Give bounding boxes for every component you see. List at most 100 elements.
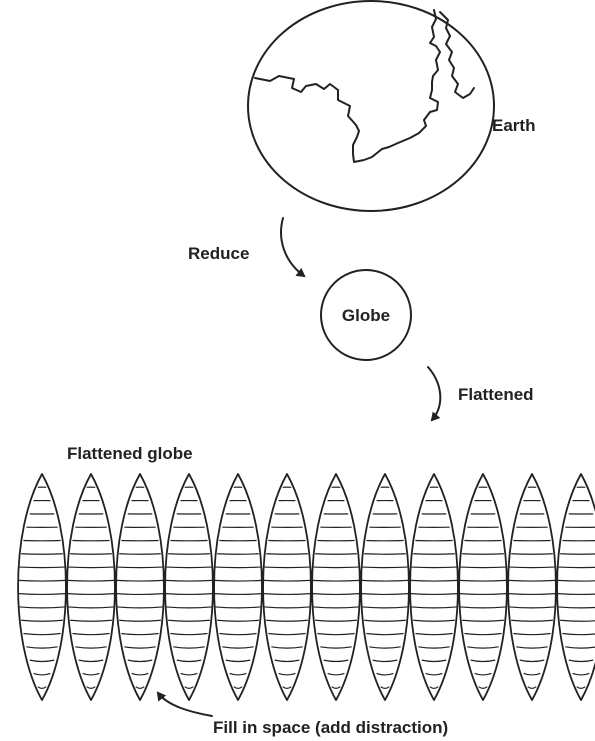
gore-band xyxy=(557,593,595,596)
gore-band xyxy=(124,646,156,649)
gore-outline xyxy=(115,473,165,701)
gore-band xyxy=(266,619,308,622)
gore-band xyxy=(219,632,257,636)
gore-outline xyxy=(213,473,263,701)
gore-band xyxy=(562,632,595,636)
gore-band xyxy=(127,659,153,663)
gore-band xyxy=(26,646,58,649)
gore-band xyxy=(214,579,262,582)
earth-group: Earth xyxy=(247,0,535,212)
globe-group: Globe xyxy=(320,269,412,361)
gore xyxy=(115,473,165,701)
gore-band xyxy=(170,632,208,636)
earth-coastline-main xyxy=(254,9,441,163)
gore-outline xyxy=(556,473,595,701)
gore-band xyxy=(131,672,149,676)
gore xyxy=(262,473,312,701)
gore-band xyxy=(509,606,555,609)
gore xyxy=(213,473,263,701)
reduce-label: Reduce xyxy=(188,244,249,263)
earth-label: Earth xyxy=(492,116,535,135)
gore-outline xyxy=(164,473,214,701)
gore-band xyxy=(558,566,595,569)
gore-band xyxy=(184,686,194,689)
gore-band xyxy=(313,566,359,569)
gore-band xyxy=(372,659,398,663)
gore-band xyxy=(78,659,104,663)
gore-band xyxy=(29,659,55,663)
gore-band xyxy=(425,672,443,676)
gore-band xyxy=(215,606,261,609)
gore-band xyxy=(464,632,502,636)
gore-band xyxy=(421,659,447,663)
gore-band xyxy=(67,593,115,596)
gore-band xyxy=(410,593,458,596)
gore-band xyxy=(516,646,548,649)
gore-band xyxy=(33,672,51,676)
gore-band xyxy=(165,593,213,596)
gore-band xyxy=(19,566,65,569)
gore-band xyxy=(119,619,161,622)
gore-band xyxy=(214,593,262,596)
gore xyxy=(409,473,459,701)
gore-band xyxy=(271,646,303,649)
gore-band xyxy=(264,566,310,569)
earth-circle xyxy=(247,0,495,212)
gore-band xyxy=(323,659,349,663)
gore-band xyxy=(366,632,404,636)
gore-band xyxy=(176,659,202,663)
gore-band xyxy=(229,672,247,676)
gore-band xyxy=(274,659,300,663)
gore-band xyxy=(313,606,359,609)
gore-band xyxy=(166,566,212,569)
gore-band xyxy=(557,579,595,582)
gore-band xyxy=(312,579,360,582)
gore-band xyxy=(413,619,455,622)
gore-band xyxy=(19,606,65,609)
gore-band xyxy=(116,593,164,596)
gore-band xyxy=(23,632,61,636)
gore xyxy=(458,473,508,701)
gore-band xyxy=(116,579,164,582)
gore-band xyxy=(508,579,556,582)
gore-band xyxy=(509,566,555,569)
gore-band xyxy=(135,686,145,689)
gore-band xyxy=(558,606,595,609)
gore-band xyxy=(217,619,259,622)
gore xyxy=(311,473,361,701)
flattened-arrow xyxy=(427,366,442,422)
gore-band xyxy=(317,632,355,636)
gore-outline xyxy=(311,473,361,701)
gore-band xyxy=(264,606,310,609)
flattened-globe-label: Flattened globe xyxy=(67,444,193,463)
gore-band xyxy=(215,566,261,569)
gore-band xyxy=(72,632,110,636)
gore-band xyxy=(18,579,66,582)
gore-band xyxy=(263,593,311,596)
gore-band xyxy=(225,659,251,663)
gore-outline xyxy=(66,473,116,701)
gore-band xyxy=(361,579,409,582)
gore-band xyxy=(527,686,537,689)
gore xyxy=(17,473,67,701)
gore-band xyxy=(467,646,499,649)
gore-band xyxy=(565,646,595,649)
gore xyxy=(360,473,410,701)
gore-outline xyxy=(409,473,459,701)
gore-band xyxy=(282,686,292,689)
flattened-label: Flattened xyxy=(458,385,534,404)
gore-band xyxy=(75,646,107,649)
gore-band xyxy=(320,646,352,649)
gore-band xyxy=(568,659,594,663)
gore-band xyxy=(331,686,341,689)
gore-band xyxy=(166,606,212,609)
gore-outline xyxy=(262,473,312,701)
gore-band xyxy=(165,579,213,582)
gore xyxy=(507,473,557,701)
gore-outline xyxy=(507,473,557,701)
gore-band xyxy=(117,606,163,609)
gore-band xyxy=(361,593,409,596)
gore-band xyxy=(470,659,496,663)
gore-band xyxy=(474,672,492,676)
gore-band xyxy=(513,632,551,636)
